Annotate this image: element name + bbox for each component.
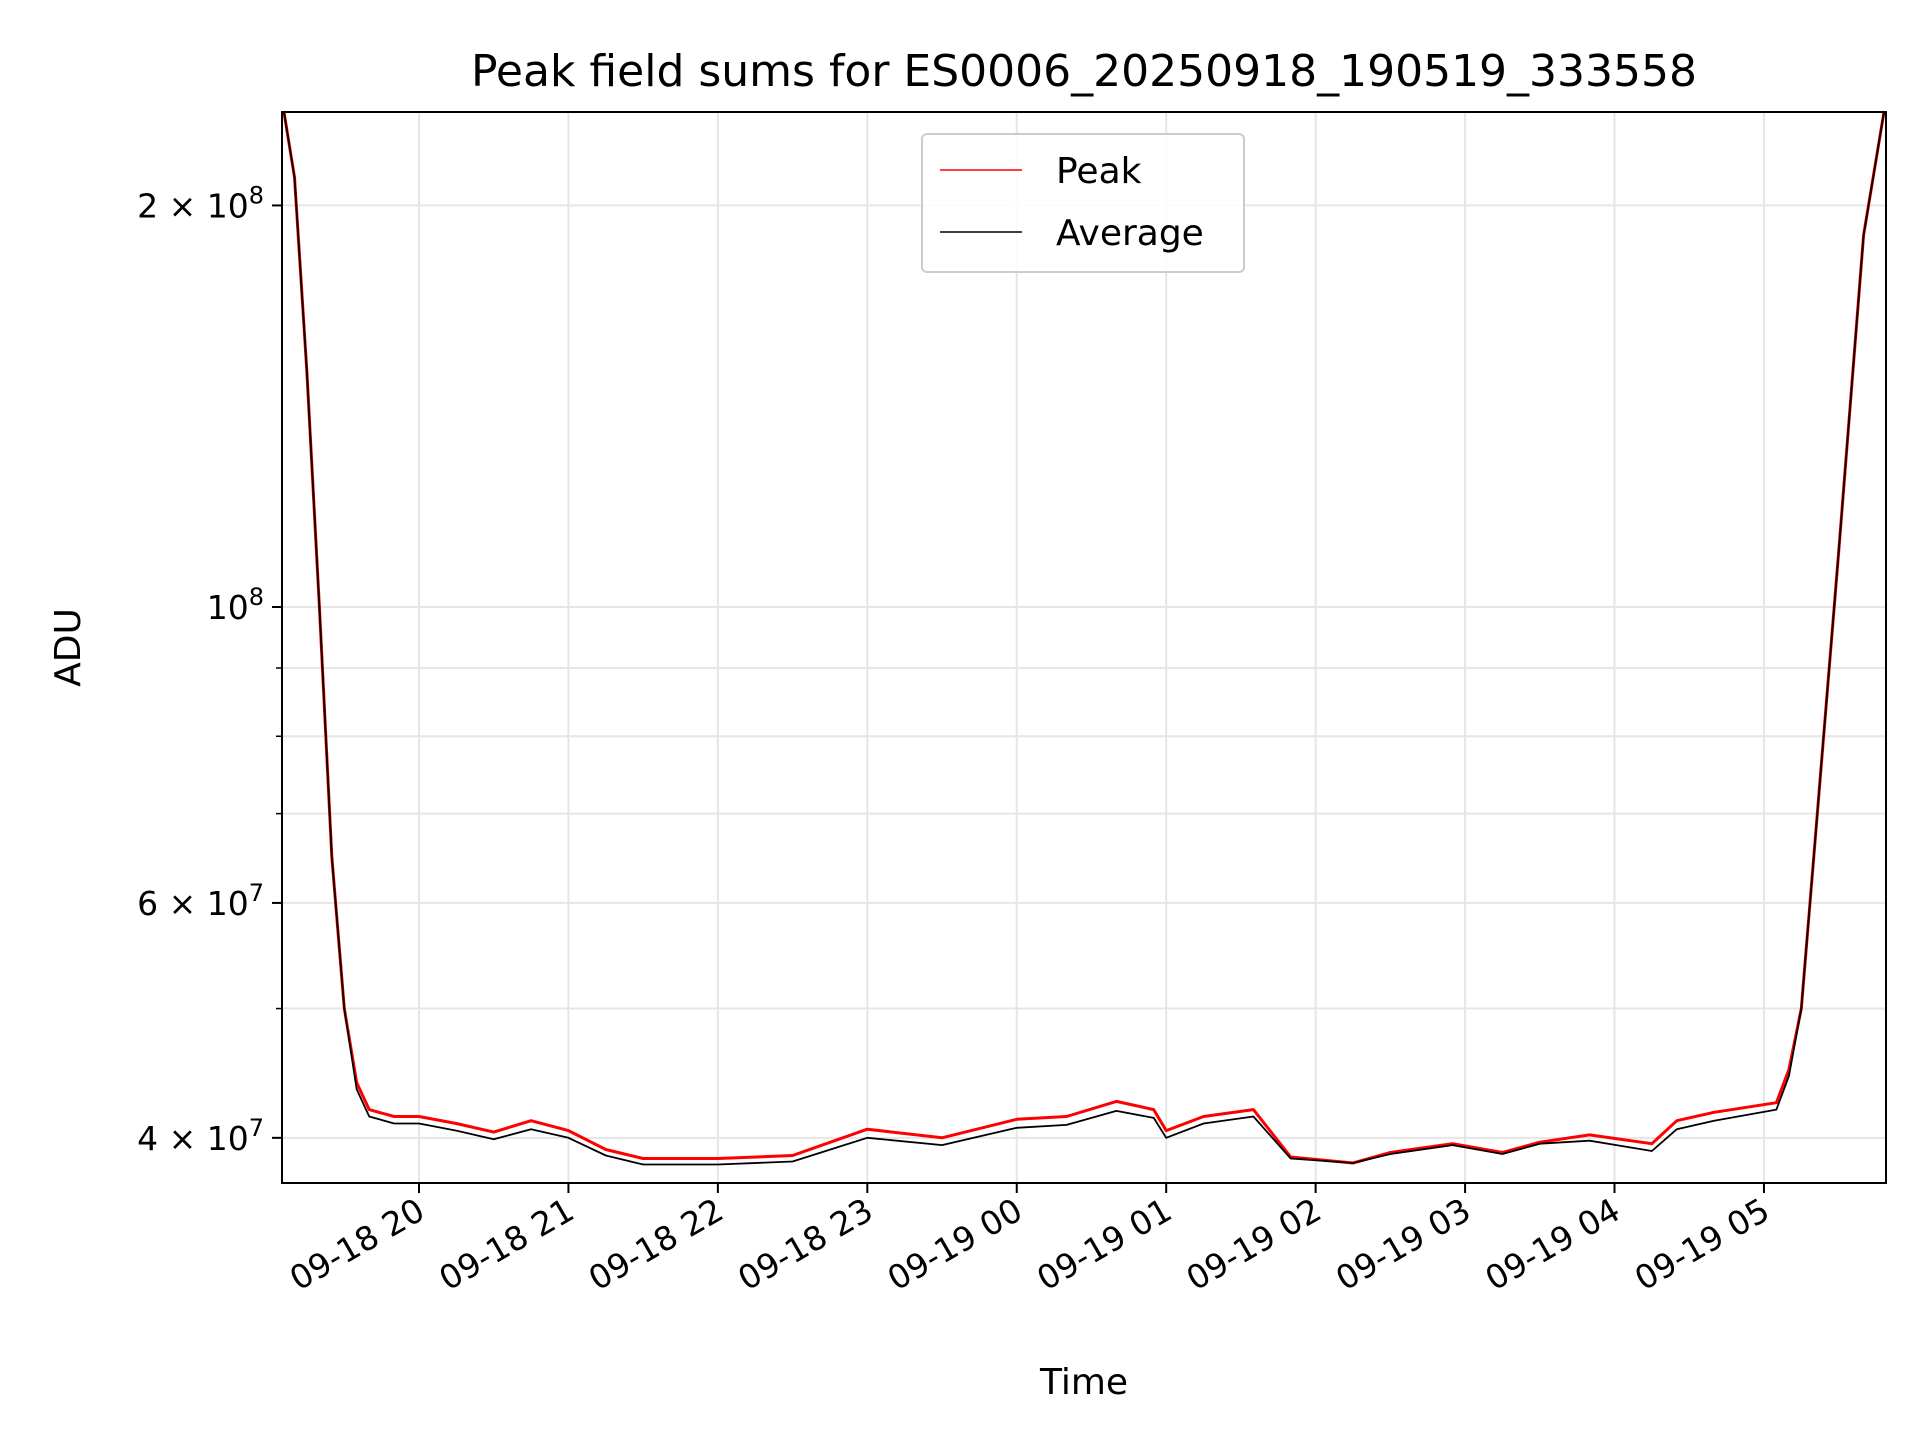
series-line-average [283, 112, 1885, 1166]
y-tick-label: 4 × 107 [137, 1114, 264, 1158]
x-tick-label: 09-19 01 [1030, 1190, 1178, 1298]
series-line-peak [282, 112, 1886, 1165]
plot-lines [282, 112, 1886, 1166]
x-tick-label: 09-19 04 [1479, 1190, 1627, 1298]
axis-ticks: 4 × 107 6 × 107 108 2 × 108 09-18 20 09-18 21… [137, 181, 1776, 1298]
x-tick-label: 09-19 02 [1180, 1190, 1328, 1298]
y-axis-label: ADU [48, 608, 89, 687]
y-tick-label: 108 [207, 583, 264, 627]
chart-title: Peak field sums for ES0006_20250918_1905… [471, 46, 1697, 97]
x-tick-label: 09-19 05 [1628, 1190, 1776, 1298]
y-tick-label: 2 × 108 [137, 181, 264, 225]
legend-peak-label: Peak [1056, 151, 1142, 192]
x-tick-label: 09-18 20 [283, 1190, 431, 1298]
y-tick-label: 6 × 107 [137, 879, 264, 923]
grid [282, 112, 1886, 1183]
plot-frame [281, 111, 1887, 1184]
x-tick-label: 09-18 21 [432, 1190, 580, 1298]
x-tick-label: 09-19 03 [1329, 1190, 1477, 1298]
x-tick-label: 09-19 00 [881, 1190, 1029, 1298]
x-tick-label: 09-18 23 [731, 1190, 879, 1298]
x-axis-label: Time [1039, 1362, 1128, 1403]
x-tick-label: 09-18 22 [582, 1190, 730, 1298]
legend-box [921, 133, 1245, 273]
legend: Peak Average [921, 133, 1245, 273]
legend-average-label: Average [1056, 213, 1204, 254]
